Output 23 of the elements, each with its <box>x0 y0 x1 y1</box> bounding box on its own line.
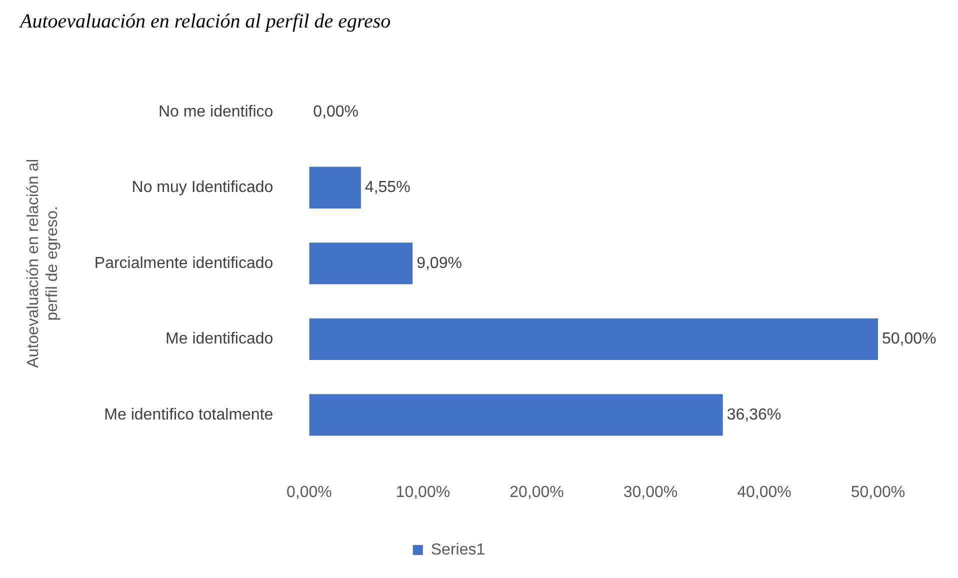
x-tick-label: 30,00% <box>623 484 678 501</box>
x-tick-label: 20,00% <box>510 484 564 501</box>
bar <box>309 166 361 208</box>
x-tick-label: 0,00% <box>286 484 332 501</box>
data-label: 36,36% <box>726 406 782 424</box>
chart-title: Autoevaluación en relación al perfil de egreso <box>18 10 391 32</box>
data-label: 50,00% <box>882 330 936 348</box>
data-label: 4,55% <box>364 179 410 196</box>
x-tick-label: 10,00% <box>396 484 450 501</box>
data-label: 9,09% <box>416 254 462 272</box>
bar <box>309 318 878 360</box>
bar <box>309 394 723 436</box>
bar <box>309 242 413 284</box>
y-tick-label: No muy Identificado <box>132 179 274 196</box>
x-tick-label: 50,00% <box>850 484 906 501</box>
y-tick-label: No me identifico <box>158 103 274 120</box>
x-tick-label: 40,00% <box>737 484 792 501</box>
data-label: 0,00% <box>313 103 359 120</box>
legend-label: Series1 <box>430 541 486 558</box>
y-tick-label: Me identificado <box>166 330 274 348</box>
y-tick-label: Me identifico totalmente <box>104 406 274 424</box>
y-tick-label: Parcialmente identificado <box>94 254 274 272</box>
y-axis-title: Autoevaluación en relación al perfil de egreso. <box>25 158 62 368</box>
